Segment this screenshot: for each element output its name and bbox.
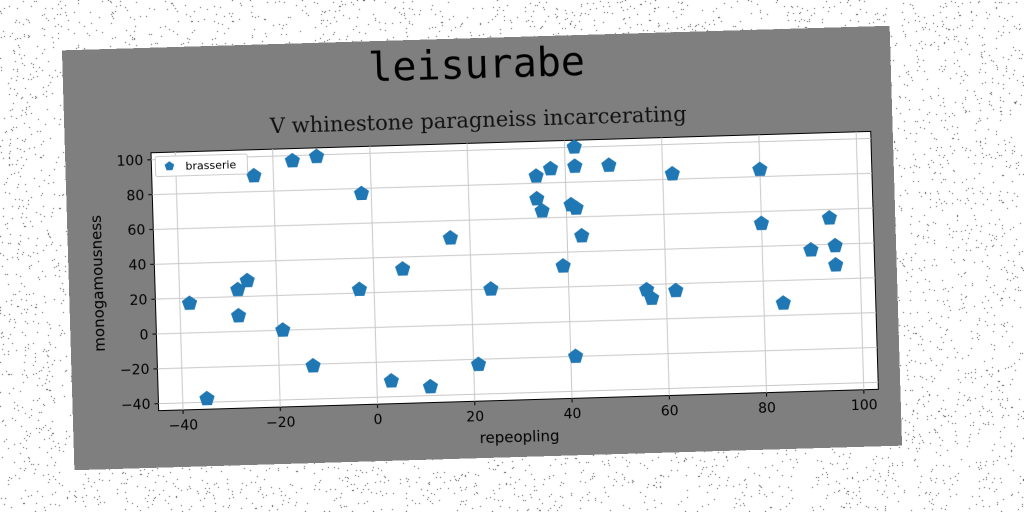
x-grid-line [369,146,379,405]
data-point [752,161,768,177]
data-point [803,242,819,257]
x-tick-label: 20 [466,409,484,426]
data-point [601,157,617,172]
legend-box [154,153,249,178]
data-point [199,390,215,406]
grid-lines [151,131,879,410]
data-point [470,356,487,372]
data-point [528,168,544,183]
legend-marker-shape [164,161,175,171]
x-tick-label: 0 [373,412,382,428]
scatter-plot: −40 −20 0 20 40 60 80 100 −40 −20 0 20 40 60 80 100 rep… [87,130,879,447]
axis-ticks: −40 −20 0 20 40 60 80 100 −40 −20 0 20 40 60 80 100 [116,153,878,434]
y-grid-line [152,172,872,196]
plot-area [150,130,879,412]
data-point [753,215,770,231]
data-point [555,258,571,273]
x-grid-line [466,143,476,402]
data-point [308,148,325,164]
data-point [828,257,844,272]
x-tick-label: 80 [758,400,776,417]
data-point [353,185,370,201]
y-grid-line [158,381,879,405]
data-point [284,152,300,168]
y-tick-label: 20 [129,292,147,309]
data-point [305,357,321,373]
data-point [483,281,499,296]
data-point [181,295,198,310]
data-point [574,227,590,243]
y-tick-label: 80 [126,188,144,205]
data-point [568,200,584,215]
y-grid-line [155,277,876,300]
data-point [275,322,291,337]
x-tick-label: 100 [851,397,878,414]
y-grid-line [157,346,878,370]
y-tick-label: 100 [116,153,143,170]
data-point [566,139,582,154]
y-tick-label: 40 [128,258,146,275]
x-axis-label: repeopling [479,427,559,447]
x-grid-line [272,149,281,408]
y-tick-label: −20 [120,362,150,379]
data-point [230,281,246,297]
data-point [567,348,584,364]
data-point [383,373,399,388]
data-point [567,158,583,173]
legend: brasserie [154,153,249,178]
data-point [668,282,684,298]
data-point [422,378,439,394]
data-point [529,190,545,206]
data-point [395,261,411,276]
data-point [827,237,843,253]
x-tick-label: −20 [266,415,296,432]
y-tick-label: 0 [139,327,148,343]
data-point [534,202,550,218]
data-point [246,167,262,183]
x-grid-line [855,131,865,390]
y-grid-line [151,137,871,161]
y-axis-label: monogamousness [87,215,109,352]
x-grid-line [758,134,768,393]
y-grid-line [153,207,874,230]
legend-marker [164,161,175,171]
data-point [821,210,837,225]
y-tick-label: 60 [127,223,145,240]
x-grid-line [661,137,670,396]
data-point [644,290,660,306]
y-tick-label: −40 [121,397,151,414]
data-point [542,160,559,176]
x-tick-label: −40 [168,417,198,434]
data-points [181,139,844,406]
x-tick-label: 40 [563,406,581,423]
data-point [239,272,255,288]
data-point [442,230,459,245]
figure-card: leisurabe V whinestone paragneiss incarc… [61,25,903,471]
x-tick-label: 60 [661,403,679,420]
data-point [775,295,791,310]
x-grid-line [174,152,184,410]
data-point [664,165,680,181]
data-point [230,307,247,323]
data-point [351,281,368,297]
y-grid-line [154,242,875,265]
legend-label: brasserie [185,158,236,173]
